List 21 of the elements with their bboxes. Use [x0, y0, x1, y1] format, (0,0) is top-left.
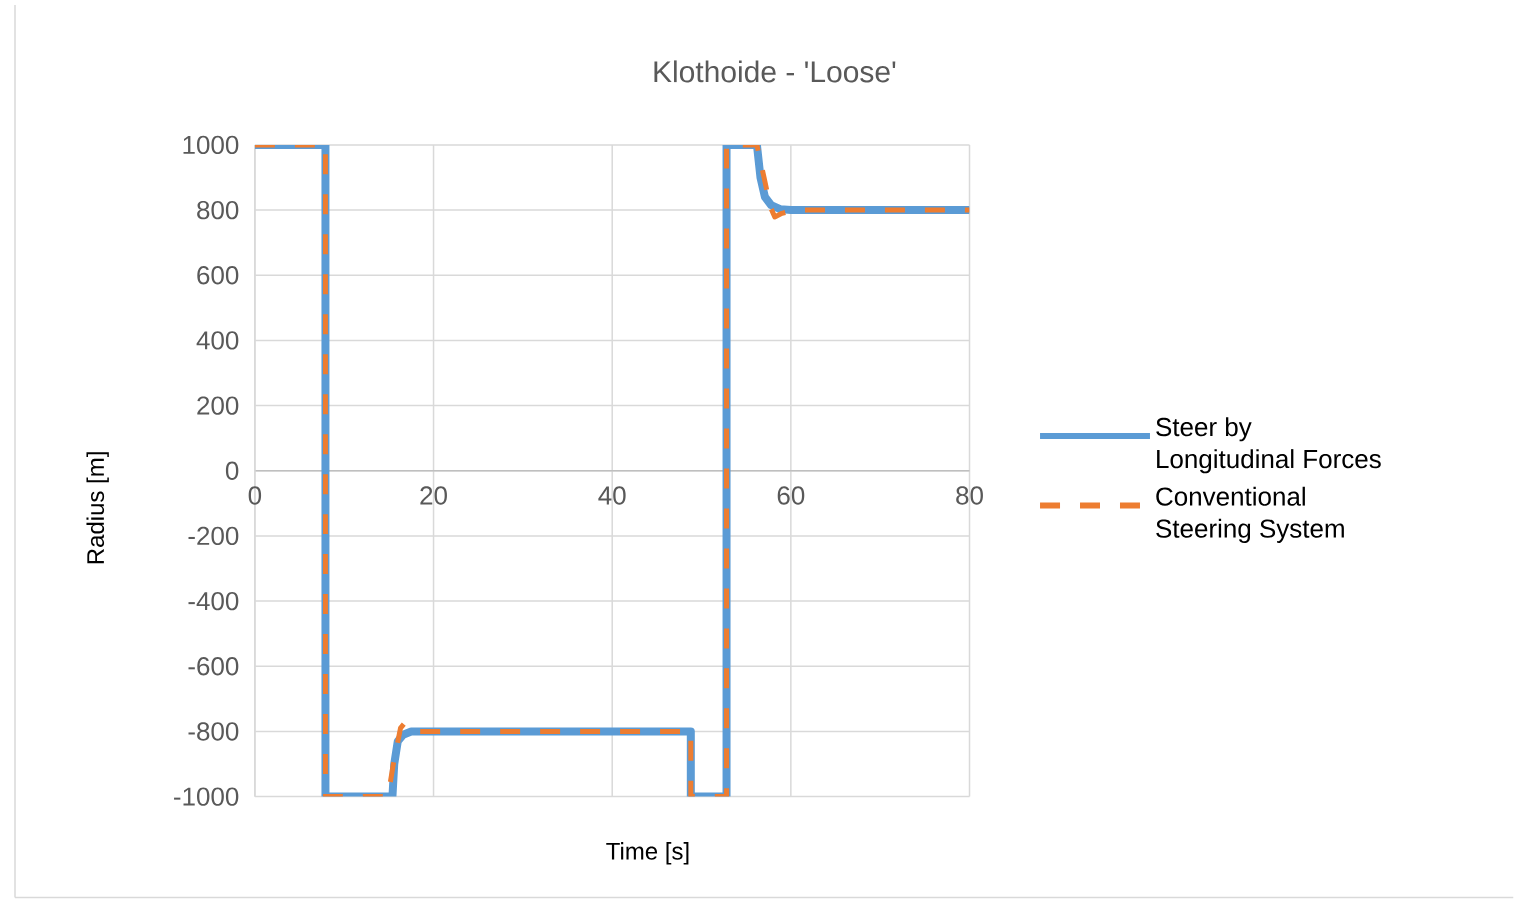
legend-label: Steer by Longitudinal Forces	[1156, 417, 1381, 474]
x-tick-label: 60	[777, 486, 805, 505]
y-tick-label: -400	[188, 592, 239, 611]
y-tick-label: 600	[197, 266, 239, 285]
y-axis-title: Radius [m]	[86, 452, 109, 564]
y-tick-label: 400	[196, 331, 239, 350]
y-tick-label: -1000	[174, 787, 239, 807]
y-tick-label: -200	[188, 526, 239, 546]
x-tick-label: 0	[248, 486, 262, 505]
legend-label: Conventional Steering System	[1156, 486, 1344, 544]
x-tick-label: 20	[420, 486, 447, 505]
y-tick-label: 800	[197, 201, 239, 220]
y-tick-label: 1000	[183, 135, 239, 155]
x-axis-title: Time [s]	[606, 842, 689, 865]
x-tick-label: 80	[956, 486, 983, 505]
chart-title: Klothoide - 'Loose'	[654, 60, 896, 83]
y-tick-label: 200	[197, 396, 239, 415]
y-tick-label: 0	[225, 461, 239, 481]
y-tick-label: -800	[188, 722, 239, 741]
y-tick-label: -600	[188, 657, 239, 676]
x-tick-label: 40	[598, 486, 626, 505]
